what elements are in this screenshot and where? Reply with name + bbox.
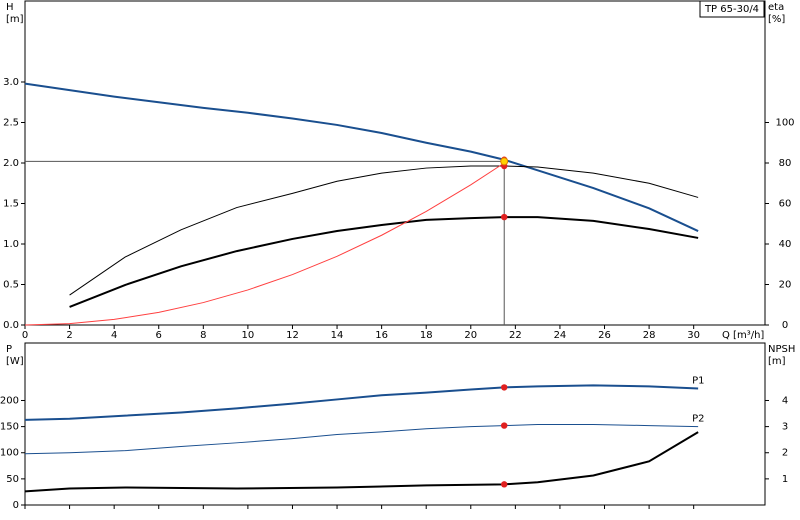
legend-label: P2 (692, 414, 704, 425)
y2-tick-label: 3 (782, 422, 788, 433)
curve (24, 82, 699, 232)
y-tick-label: 200 (0, 395, 19, 406)
operating-marker (501, 384, 508, 391)
y-tick-label: 0 (13, 500, 19, 511)
annotation-box (699, 0, 765, 18)
operating-marker (501, 213, 508, 221)
x-tick-label: 6 (156, 330, 162, 341)
x-tick-label: 24 (554, 330, 567, 341)
y2-tick-label: 60 (779, 199, 792, 210)
y-tick-label: 100 (0, 448, 19, 459)
y-axis-label: [m] (6, 14, 24, 25)
y2-axis-label: [m] (768, 356, 786, 367)
y-axis-label: H (6, 2, 14, 13)
y-tick-label: 1.5 (3, 199, 19, 210)
curve (24, 431, 699, 493)
y-tick-label: 2.5 (3, 118, 19, 129)
y-tick-label: 3.0 (3, 77, 19, 88)
y2-axis-label: NPSH (768, 344, 795, 355)
duty-point (500, 157, 509, 166)
y2-tick-label: 4 (782, 395, 788, 406)
y2-tick-label: 1 (782, 474, 788, 485)
x-tick-label: 0 (22, 330, 28, 341)
annotation: TP 65-30/4 (704, 4, 759, 15)
y2-tick-label: 20 (779, 280, 792, 291)
y-tick-label: 0.0 (3, 320, 19, 331)
y-tick-label: 1.0 (3, 239, 19, 250)
curve (24, 424, 699, 455)
x-tick-label: 30 (687, 330, 700, 341)
x-tick-label: 4 (111, 330, 117, 341)
y2-axis-label: [%] (768, 14, 785, 25)
x-tick-label: 8 (200, 330, 206, 341)
y-tick-label: 150 (0, 422, 19, 433)
y2-tick-label: 2 (782, 448, 788, 459)
y-tick-label: 50 (6, 474, 19, 485)
y2-tick-label: 0 (782, 320, 788, 331)
x-tick-label: 26 (598, 330, 611, 341)
operating-marker (501, 422, 508, 429)
curve (24, 384, 699, 421)
y2-tick-label: 80 (779, 158, 792, 169)
x-tick-label: 14 (331, 330, 344, 341)
y-tick-label: 2.0 (3, 158, 19, 169)
curve (69, 216, 699, 308)
x-tick-label: 16 (375, 330, 388, 341)
y-axis-label: [W] (6, 356, 24, 367)
y-axis-label: P (6, 344, 12, 355)
curve (69, 165, 699, 296)
y2-tick-label: 100 (775, 118, 794, 129)
operating-marker (501, 481, 508, 488)
x-tick-label: 22 (509, 330, 522, 341)
curve (24, 162, 505, 326)
x-tick-label: 28 (643, 330, 656, 341)
y2-axis-label: eta (768, 2, 784, 13)
x-axis-label: Q [m³/h] (722, 330, 764, 341)
legend-label: P1 (692, 375, 704, 386)
x-tick-label: 18 (420, 330, 433, 341)
y2-tick-label: 40 (779, 239, 792, 250)
x-tick-label: 20 (464, 330, 477, 341)
plot-frame (24, 342, 766, 506)
x-tick-label: 10 (242, 330, 255, 341)
x-tick-label: 12 (286, 330, 299, 341)
x-tick-label: 2 (66, 330, 72, 341)
y-tick-label: 0.5 (3, 280, 19, 291)
